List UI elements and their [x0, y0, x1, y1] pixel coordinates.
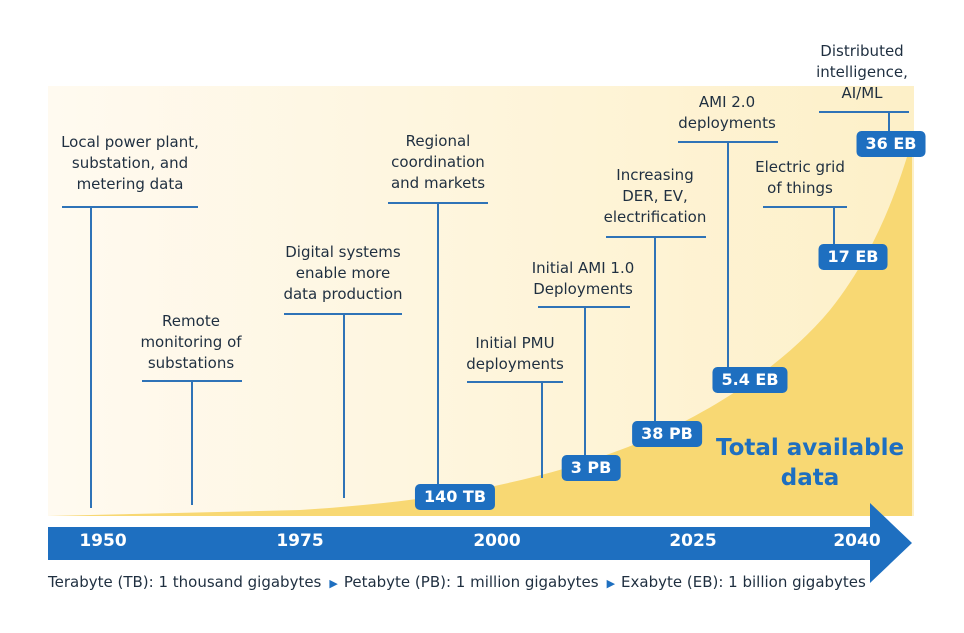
milestone-line: substations: [147, 354, 235, 372]
milestone-rule: [606, 236, 706, 238]
legend-petabyte: Petabyte (PB): 1 million gigabytes: [343, 573, 599, 591]
milestone-stem: [888, 111, 890, 133]
timeline-year: 1975: [276, 531, 324, 551]
milestone-line: Increasing: [616, 166, 694, 184]
total-label-line: Total available: [715, 435, 905, 461]
milestone-rule: [819, 111, 909, 113]
milestone-line: coordination: [391, 153, 485, 171]
milestone-line: deployments: [678, 114, 776, 132]
milestone-line: Regional: [405, 132, 471, 150]
timeline-year: 2040: [833, 531, 881, 551]
milestone-line: Electric grid: [755, 158, 845, 176]
milestone-stem: [727, 141, 729, 368]
milestone-stem: [191, 380, 193, 505]
milestone-line: and markets: [390, 174, 486, 192]
data-size-badge: 17 EB: [818, 244, 888, 270]
milestone-line: data production: [283, 285, 403, 303]
milestone-line: Deployments: [533, 280, 633, 298]
milestone-stem: [343, 313, 345, 498]
milestone-stem: [654, 236, 656, 423]
milestone-line: metering data: [76, 175, 184, 193]
data-size-badge: 5.4 EB: [712, 367, 788, 393]
legend-exabyte: Exabyte (EB): 1 billion gigabytes: [621, 573, 866, 591]
milestone-line: AI/ML: [841, 84, 883, 102]
milestone-local-power-plant: Local power plant, substation, and meter…: [61, 132, 199, 195]
milestone-stem: [90, 206, 92, 508]
milestone-initial-ami: Initial AMI 1.0 Deployments: [532, 258, 635, 300]
milestone-remote-monitoring: Remote monitoring of substations: [140, 311, 241, 374]
milestone-stem: [437, 202, 439, 486]
timeline-arrow: [48, 503, 912, 583]
milestone-electric-grid: Electric grid of things: [755, 157, 845, 199]
timeline-year: 1950: [79, 531, 127, 551]
milestone-line: Remote: [162, 312, 220, 330]
milestone-stem: [833, 206, 835, 246]
triangle-right-icon: ▶: [329, 577, 338, 590]
triangle-right-icon: ▶: [606, 577, 616, 590]
milestone-distributed-intelligence: Distributed intelligence, AI/ML: [816, 41, 908, 104]
milestone-line: Distributed: [820, 42, 904, 60]
milestone-line: electrification: [603, 208, 707, 226]
data-size-badge: 140 TB: [414, 484, 496, 510]
data-size-badge: 3 PB: [561, 455, 621, 481]
milestone-line: Initial PMU: [475, 334, 555, 352]
milestone-line: intelligence,: [816, 63, 908, 81]
milestone-line: Local power plant,: [61, 133, 199, 151]
milestone-regional-coordination: Regional coordination and markets: [391, 131, 485, 194]
data-size-badge: 36 EB: [856, 131, 926, 157]
milestone-line: monitoring of: [140, 333, 242, 351]
timeline-year: 2000: [473, 531, 521, 551]
milestone-line: substation, and: [71, 154, 189, 172]
legend-terabyte: Terabyte (TB): 1 thousand gigabytes: [48, 573, 322, 591]
timeline-year: 2025: [669, 531, 717, 551]
milestone-stem: [541, 381, 543, 478]
milestone-line: DER, EV,: [622, 187, 688, 205]
milestone-ami-2: AMI 2.0 deployments: [678, 92, 776, 134]
milestone-digital-systems: Digital systems enable more data product…: [283, 242, 402, 305]
milestone-rule: [467, 381, 563, 383]
milestone-line: enable more: [295, 264, 391, 282]
milestone-line: Digital systems: [285, 243, 401, 261]
milestone-rule: [62, 206, 198, 208]
milestone-stem: [584, 306, 586, 456]
data-size-badge: 38 PB: [632, 421, 702, 447]
milestone-increasing-der: Increasing DER, EV, electrification: [604, 165, 707, 228]
milestone-line: deployments: [466, 355, 564, 373]
milestone-rule: [763, 206, 847, 208]
unit-legend: Terabyte (TB): 1 thousand gigabytes ▶ Peta…: [48, 573, 866, 591]
milestone-line: AMI 2.0: [698, 93, 756, 111]
total-label-line: data: [780, 465, 840, 491]
milestone-line: of things: [767, 179, 833, 197]
total-available-data-label: Total available data: [716, 433, 904, 493]
milestone-line: Initial AMI 1.0: [531, 259, 635, 277]
milestone-initial-pmu: Initial PMU deployments: [466, 333, 564, 375]
